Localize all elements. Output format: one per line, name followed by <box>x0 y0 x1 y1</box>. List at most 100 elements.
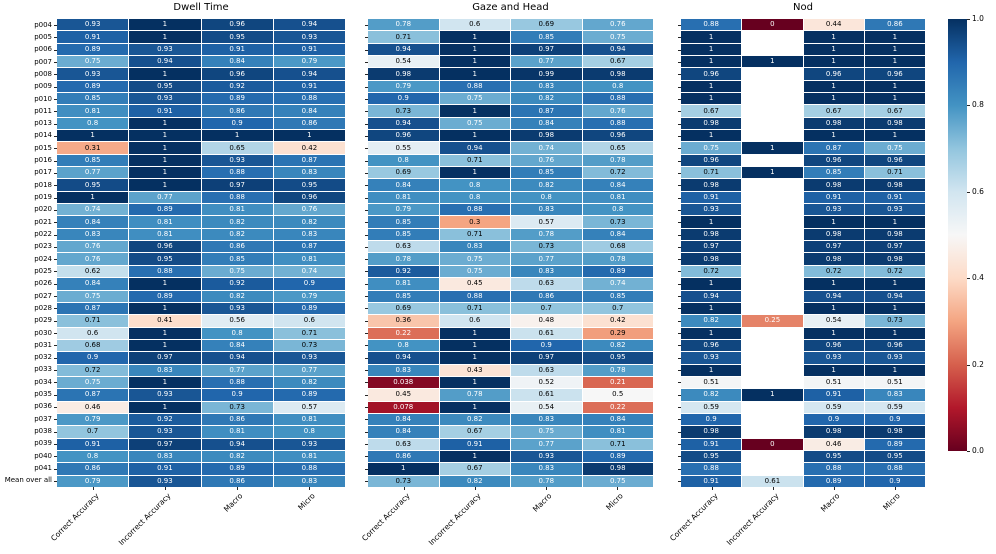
heatmap-cell <box>742 364 803 376</box>
heatmap-cell: 0.93 <box>129 93 201 105</box>
heatmap-cell: 1 <box>129 376 201 389</box>
heatmap-cell: 0.85 <box>368 216 439 228</box>
tick-mark <box>365 49 368 51</box>
heatmap-cell: 0.83 <box>129 364 201 376</box>
x-axis-label: Macro <box>222 491 245 514</box>
tick-mark <box>54 37 57 39</box>
heatmap-cell: 0.84 <box>368 179 439 191</box>
heatmap-cell <box>742 241 803 253</box>
heatmap-cell: 0.75 <box>439 253 510 265</box>
heatmap-cell: 0.72 <box>57 364 129 376</box>
tick-mark <box>54 394 57 396</box>
heatmap-cell: 0.72 <box>681 265 742 278</box>
row-label: p013 <box>34 119 52 128</box>
tick-mark <box>365 394 368 396</box>
heatmap-cell: 0.8 <box>201 327 273 339</box>
heatmap-cell: 0.81 <box>368 191 439 204</box>
heatmap-cell: 0.88 <box>201 376 273 389</box>
tick-mark <box>54 49 57 51</box>
heatmap-cell: 0.86 <box>273 117 345 130</box>
heatmap-cell: 0.45 <box>439 278 510 290</box>
heatmap-cell: 0.97 <box>803 241 864 253</box>
colorbar-tick-label: 0.0 <box>972 446 984 455</box>
heatmap-cell: 0.91 <box>439 438 510 450</box>
x-axis-label: Correct Accuracy <box>49 491 101 543</box>
heatmap-cell: 0.81 <box>273 450 345 463</box>
heatmap-cell: 0.91 <box>273 43 345 56</box>
tick-mark <box>54 222 57 224</box>
heatmap-cell: 0.63 <box>368 438 439 450</box>
heatmap-cell: 0.93 <box>511 450 582 463</box>
heatmap-cell: 0.94 <box>439 142 510 154</box>
tick-mark <box>365 197 368 199</box>
heatmap-cell: 0.71 <box>368 31 439 43</box>
heatmap-cell: 0.038 <box>368 376 439 389</box>
tick-mark <box>54 382 57 384</box>
heatmap-cell: 0.82 <box>439 475 510 487</box>
tick-mark <box>365 345 368 347</box>
heatmap-cell: 0.95 <box>864 450 925 463</box>
heatmap-cell: 0.71 <box>439 154 510 167</box>
heatmap-cell: 0.98 <box>582 68 653 80</box>
tick-mark <box>678 62 681 64</box>
tick-mark <box>678 271 681 273</box>
tick-mark <box>165 487 166 490</box>
heatmap-cell: 0.9 <box>57 352 129 364</box>
heatmap-cell: 1 <box>439 167 510 179</box>
heatmap-cell: 0.85 <box>57 154 129 167</box>
tick-mark <box>54 406 57 408</box>
heatmap-cell: 0.94 <box>368 43 439 56</box>
heatmap-cell: 1 <box>57 191 129 204</box>
tick-mark <box>678 283 681 285</box>
heatmap-cell: 0.8 <box>582 80 653 93</box>
row-label: p028 <box>34 303 52 312</box>
heatmap-cell: 0.92 <box>201 278 273 290</box>
colorbar <box>948 19 967 451</box>
heatmap-cell: 1 <box>439 43 510 56</box>
heatmap-cell: 0.86 <box>368 450 439 463</box>
heatmap-cell: 0.72 <box>803 265 864 278</box>
tick-mark <box>54 308 57 310</box>
heatmap-cell <box>742 117 803 130</box>
heatmap-cell: 0.61 <box>511 389 582 401</box>
row-label: p020 <box>34 205 52 214</box>
heatmap-cell: 0.9 <box>273 278 345 290</box>
tick-mark <box>365 99 368 101</box>
heatmap-cell: 0.86 <box>57 463 129 475</box>
heatmap-cell: 0.95 <box>803 450 864 463</box>
heatmap-cell: 0.74 <box>511 142 582 154</box>
heatmap-cell: 0.7 <box>582 302 653 315</box>
tick-mark <box>365 160 368 162</box>
tick-mark <box>365 443 368 445</box>
heatmap-cell: 0.94 <box>864 290 925 302</box>
heatmap-cell <box>742 339 803 352</box>
heatmap-cell: 0.75 <box>57 56 129 68</box>
tick-mark <box>678 333 681 335</box>
heatmap-cell: 1 <box>742 389 803 401</box>
heatmap-cell: 0.84 <box>582 228 653 241</box>
tick-mark <box>365 468 368 470</box>
heatmap-cell: 0.75 <box>582 31 653 43</box>
heatmap-cell: 0.86 <box>201 413 273 426</box>
row-label: p030 <box>34 328 52 337</box>
heatmap-cell: 0.88 <box>439 290 510 302</box>
tick-mark <box>617 487 619 490</box>
heatmap-cell: 0.57 <box>273 401 345 413</box>
heatmap-cell: 1 <box>681 56 742 68</box>
heatmap-cell: 0.96 <box>803 339 864 352</box>
panel-title-dwell-time: Dwell Time <box>173 2 229 13</box>
tick-mark <box>54 443 57 445</box>
heatmap-cell: 0.96 <box>129 241 201 253</box>
heatmap-cell: 1 <box>439 450 510 463</box>
tick-mark <box>967 451 970 452</box>
heatmap-cell: 0 <box>742 438 803 450</box>
heatmap-cell: 0.8 <box>582 204 653 216</box>
heatmap-cell: 0.98 <box>681 253 742 265</box>
heatmap-cell: 0.94 <box>201 438 273 450</box>
heatmap-cell: 0.81 <box>273 413 345 426</box>
heatmap-cell: 1 <box>681 80 742 93</box>
heatmap-cell: 0.83 <box>439 241 510 253</box>
tick-mark <box>365 246 368 248</box>
heatmap-cell: 0.98 <box>681 426 742 438</box>
